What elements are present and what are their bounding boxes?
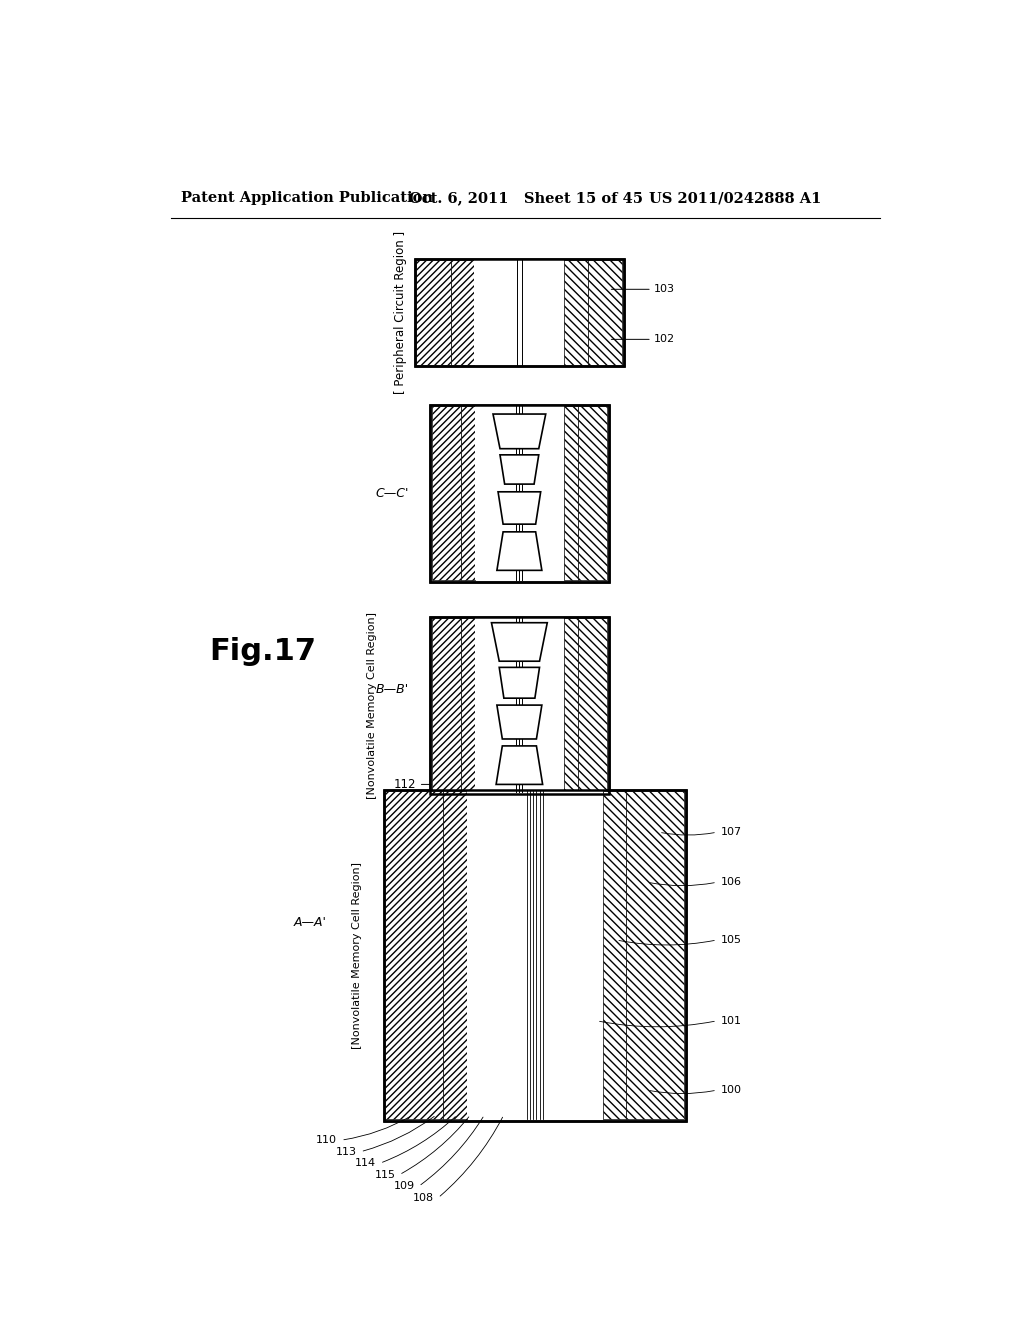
Bar bbox=[430, 405, 608, 582]
Text: 106: 106 bbox=[721, 878, 741, 887]
Bar bbox=[475, 407, 563, 581]
Bar bbox=[563, 407, 578, 581]
Text: 101: 101 bbox=[721, 1016, 741, 1026]
Bar bbox=[475, 618, 563, 792]
Text: [Nonvolatile Memory Cell Region]: [Nonvolatile Memory Cell Region] bbox=[368, 611, 377, 799]
Polygon shape bbox=[493, 414, 546, 449]
Bar bbox=[461, 407, 475, 581]
Text: 102: 102 bbox=[653, 334, 675, 345]
Polygon shape bbox=[497, 532, 542, 570]
Bar bbox=[603, 792, 627, 1119]
Bar bbox=[384, 789, 686, 1121]
Bar bbox=[432, 407, 461, 581]
Text: 105: 105 bbox=[721, 935, 741, 945]
Bar bbox=[461, 618, 475, 792]
Bar bbox=[415, 259, 624, 367]
Bar bbox=[627, 792, 684, 1119]
Bar bbox=[385, 792, 443, 1119]
Bar bbox=[452, 260, 474, 364]
Text: 110: 110 bbox=[316, 1135, 337, 1146]
Text: 115: 115 bbox=[375, 1170, 395, 1180]
Text: US 2011/0242888 A1: US 2011/0242888 A1 bbox=[649, 191, 821, 206]
Bar bbox=[430, 405, 608, 582]
Text: Oct. 6, 2011   Sheet 15 of 45: Oct. 6, 2011 Sheet 15 of 45 bbox=[409, 191, 642, 206]
Bar bbox=[384, 789, 686, 1121]
Bar bbox=[430, 616, 608, 793]
Bar bbox=[578, 407, 607, 581]
Bar bbox=[467, 792, 603, 1119]
Text: 103: 103 bbox=[653, 284, 675, 294]
Text: A—A': A—A' bbox=[294, 916, 327, 929]
Polygon shape bbox=[500, 668, 540, 698]
Bar bbox=[564, 260, 588, 364]
Polygon shape bbox=[497, 705, 542, 739]
Text: [ Peripheral Circuit Region ]: [ Peripheral Circuit Region ] bbox=[394, 231, 408, 393]
Bar bbox=[417, 260, 452, 364]
Text: 112: 112 bbox=[394, 777, 417, 791]
Bar bbox=[578, 618, 607, 792]
Text: C—C': C—C' bbox=[375, 487, 409, 500]
Text: 109: 109 bbox=[393, 1181, 415, 1192]
Text: Patent Application Publication: Patent Application Publication bbox=[180, 191, 433, 206]
Bar bbox=[432, 618, 461, 792]
Text: 100: 100 bbox=[721, 1085, 741, 1096]
Polygon shape bbox=[496, 746, 543, 784]
Polygon shape bbox=[498, 492, 541, 524]
Bar bbox=[415, 259, 624, 367]
Bar bbox=[443, 792, 467, 1119]
Polygon shape bbox=[500, 455, 539, 484]
Bar bbox=[588, 260, 623, 364]
Bar bbox=[430, 616, 608, 793]
Text: B—B': B—B' bbox=[376, 684, 409, 696]
Text: 108: 108 bbox=[413, 1193, 434, 1203]
Bar bbox=[474, 260, 564, 364]
Polygon shape bbox=[492, 623, 547, 661]
Text: Fig.17: Fig.17 bbox=[209, 636, 316, 665]
Text: 107: 107 bbox=[721, 828, 742, 837]
Text: [Nonvolatile Memory Cell Region]: [Nonvolatile Memory Cell Region] bbox=[351, 862, 361, 1049]
Text: 113: 113 bbox=[336, 1147, 356, 1156]
Text: 114: 114 bbox=[355, 1158, 376, 1168]
Bar bbox=[563, 618, 578, 792]
